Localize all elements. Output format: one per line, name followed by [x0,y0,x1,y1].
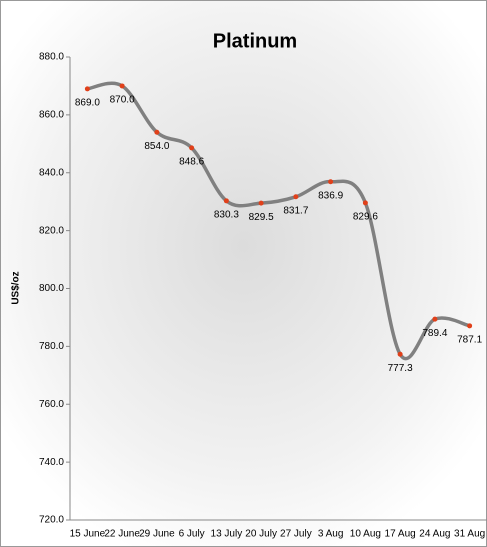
y-tick-label: 720.0 [39,515,64,526]
marker [293,194,299,200]
chart-title: Platinum [213,30,297,52]
x-tick-label: 29 June [139,529,175,540]
x-tick-label: 10 Aug [350,529,381,540]
marker [432,316,438,322]
y-tick-label: 760.0 [39,399,64,410]
y-tick-label: 840.0 [39,167,64,178]
y-tick-label: 740.0 [39,457,64,468]
x-tick-label: 27 July [280,529,312,540]
x-tick-label: 22 June [104,529,140,540]
data-label: 854.0 [144,141,169,152]
marker [328,179,334,185]
marker [258,200,264,206]
y-tick-label: 860.0 [39,110,64,121]
data-label: 829.6 [353,211,378,222]
marker [189,145,195,151]
marker [119,83,125,89]
data-label: 787.1 [457,334,482,345]
data-label: 829.5 [249,212,274,223]
marker [154,129,160,135]
data-label: 870.0 [110,95,135,106]
data-label: 831.7 [283,205,308,216]
y-tick-label: 880.0 [39,52,64,63]
x-tick-label: 24 Aug [419,529,450,540]
x-tick-label: 31 Aug [454,529,485,540]
x-tick-label: 20 July [245,529,277,540]
x-tick-label: 13 July [211,529,243,540]
marker [223,198,229,204]
y-axis-label: US$/oz [11,271,22,304]
x-tick-label: 17 Aug [385,529,416,540]
data-label: 836.9 [318,190,343,201]
x-tick-label: 6 July [179,529,205,540]
data-label: 789.4 [422,328,447,339]
data-label: 848.6 [179,157,204,168]
marker [467,323,473,329]
marker [362,200,368,206]
data-label: 777.3 [388,363,413,374]
data-label: 869.0 [75,97,100,108]
x-tick-label: 15 June [70,529,106,540]
x-tick-label: 3 Aug [318,529,344,540]
marker [84,86,90,92]
marker [397,351,403,357]
y-tick-label: 820.0 [39,225,64,236]
data-label: 830.3 [214,209,239,220]
y-tick-label: 800.0 [39,283,64,294]
y-tick-label: 780.0 [39,341,64,352]
